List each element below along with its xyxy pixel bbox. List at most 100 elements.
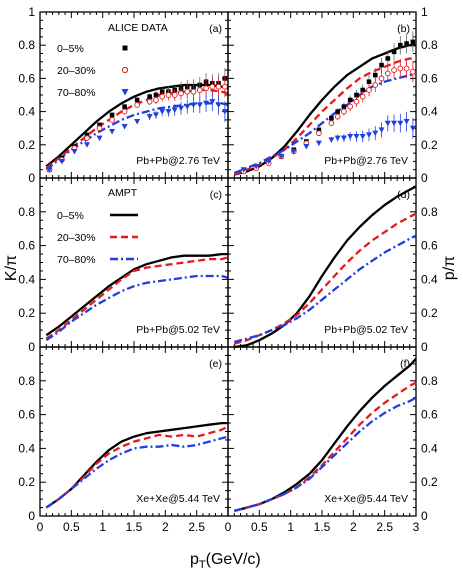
x-tick-label: 0.5 — [63, 520, 80, 534]
data-point-circle — [84, 135, 90, 142]
x-axis-title: pT(GeV/c) — [190, 551, 261, 571]
series-line-1 — [45, 252, 228, 337]
data-point-square — [122, 104, 127, 109]
data-point-square — [147, 94, 152, 99]
panel-system-label: Pb+Pb@2.76 TeV — [324, 155, 408, 167]
y-tick-label: 0.4 — [18, 105, 35, 119]
data-point-triangle — [215, 102, 222, 108]
x-tick-label: 0 — [37, 520, 44, 534]
y-tick-label: 0.2 — [18, 306, 35, 320]
legend-entry-label: 20–30% — [57, 65, 96, 77]
series-line-3 — [234, 234, 417, 344]
series-line-1 — [234, 185, 417, 349]
data-point-circle — [134, 102, 140, 108]
x-tick-label: 1 — [99, 520, 106, 534]
series-line-1 — [45, 421, 228, 509]
x-tick-label: 2 — [162, 520, 169, 534]
data-point-triangle — [58, 158, 65, 165]
legend-entry-label: 20–30% — [57, 232, 96, 244]
y-tick-label: 0 — [28, 509, 35, 523]
data-point-triangle — [378, 127, 385, 133]
data-point-triangle — [409, 125, 416, 132]
data-point-square — [335, 109, 340, 114]
y-tick-label: 0.8 — [421, 205, 438, 219]
panel-a: 0 0.2 0.4 0.6 0.8 1 (a) Pb+Pb@2.76 TeV — [18, 5, 229, 185]
data-point-triangle — [171, 107, 178, 113]
series-line-3 — [45, 102, 229, 171]
data-point-triangle — [359, 134, 366, 140]
y-tick-label: 0.2 — [421, 475, 438, 489]
data-point-square — [329, 115, 334, 121]
panel-system-label: Pb+Pb@5.02 TeV — [324, 324, 408, 336]
data-point-triangle — [290, 148, 297, 155]
legend-title: ALICE DATA — [108, 22, 168, 34]
data-point-triangle — [366, 132, 372, 138]
data-point-square — [379, 62, 384, 68]
y-tick-label: 0.8 — [18, 205, 35, 219]
y-tick-label: 0 — [421, 340, 428, 354]
data-point-square — [134, 97, 140, 103]
data-point-triangle — [203, 100, 210, 107]
data-point-triangle — [328, 137, 335, 143]
data-point-circle — [347, 103, 354, 110]
legend-marker-circle — [121, 66, 129, 74]
panel-d: 0 0.2 0.4 0.6 0.8 (d) Pb+Pb@5.02 TeV — [227, 177, 438, 354]
panel-letter: (e) — [209, 358, 222, 370]
data-point-circle — [222, 83, 228, 90]
data-point-triangle — [209, 99, 216, 105]
y-tick-label: 0.4 — [421, 441, 438, 455]
data-point-triangle — [221, 109, 228, 115]
data-point-triangle — [121, 124, 128, 130]
y-tick-label: 0 — [421, 509, 428, 523]
panel-system-label: Xe+Xe@5.44 TeV — [136, 493, 220, 505]
data-point-triangle — [315, 140, 322, 147]
panel-letter: (c) — [210, 189, 222, 201]
series-line-3 — [45, 274, 229, 342]
panel-letter: (d) — [397, 189, 410, 201]
data-point-square — [347, 97, 353, 103]
y-tick-label: 0 — [28, 171, 35, 185]
y-tick-label: 0.8 — [421, 374, 438, 388]
series-line-1 — [45, 83, 229, 168]
data-point-square — [360, 87, 366, 93]
data-point-square — [159, 89, 165, 94]
data-point-square — [109, 112, 115, 118]
series-line-2 — [45, 256, 229, 340]
panel-c: 0 0.2 0.4 0.6 0.8 (c) Pb+Pb@5.02 TeV — [18, 177, 229, 354]
x-axis-title-sub: T — [199, 559, 206, 571]
y-tick-label: 0.6 — [421, 408, 438, 422]
data-point-triangle — [403, 119, 410, 125]
x-tick-label: 0.5 — [251, 520, 268, 534]
data-point-circle — [215, 83, 222, 90]
y-tick-label: 0.8 — [421, 38, 438, 52]
data-point-circle — [316, 130, 322, 137]
y-tick-label: 0.6 — [421, 71, 438, 85]
data-point-triangle — [303, 143, 310, 150]
data-point-triangle — [196, 102, 203, 108]
series-line-3 — [45, 435, 229, 509]
panel-frame — [227, 11, 417, 179]
legend-marker-triangle — [121, 89, 129, 96]
x-axis-title-unit: (GeV/c) — [206, 551, 261, 568]
legend-data: ALICE DATA 0–5% 20–30% 70–80% — [57, 22, 168, 99]
data-point-triangle — [96, 135, 103, 142]
data-point-square — [398, 42, 403, 48]
data-point-circle — [366, 87, 372, 93]
data-point-triangle — [165, 109, 172, 115]
data-point-triangle — [384, 120, 391, 127]
series-line-1 — [234, 358, 417, 513]
data-point-square — [341, 104, 347, 109]
panel-system-label: Pb+Pb@2.76 TeV — [136, 155, 220, 167]
x-tick-label: 2.5 — [376, 520, 393, 534]
data-point-triangle — [372, 130, 379, 137]
legend-entry-label: 70–80% — [57, 254, 96, 266]
data-point-triangle — [178, 105, 184, 112]
series-line-2 — [45, 88, 229, 169]
series-line-3 — [234, 396, 417, 513]
legend-marker-square — [122, 45, 128, 51]
data-point-circle — [184, 88, 191, 95]
legend-title: AMPT — [108, 187, 138, 199]
x-tick-label: 1 — [287, 520, 294, 534]
data-point-circle — [171, 92, 178, 98]
